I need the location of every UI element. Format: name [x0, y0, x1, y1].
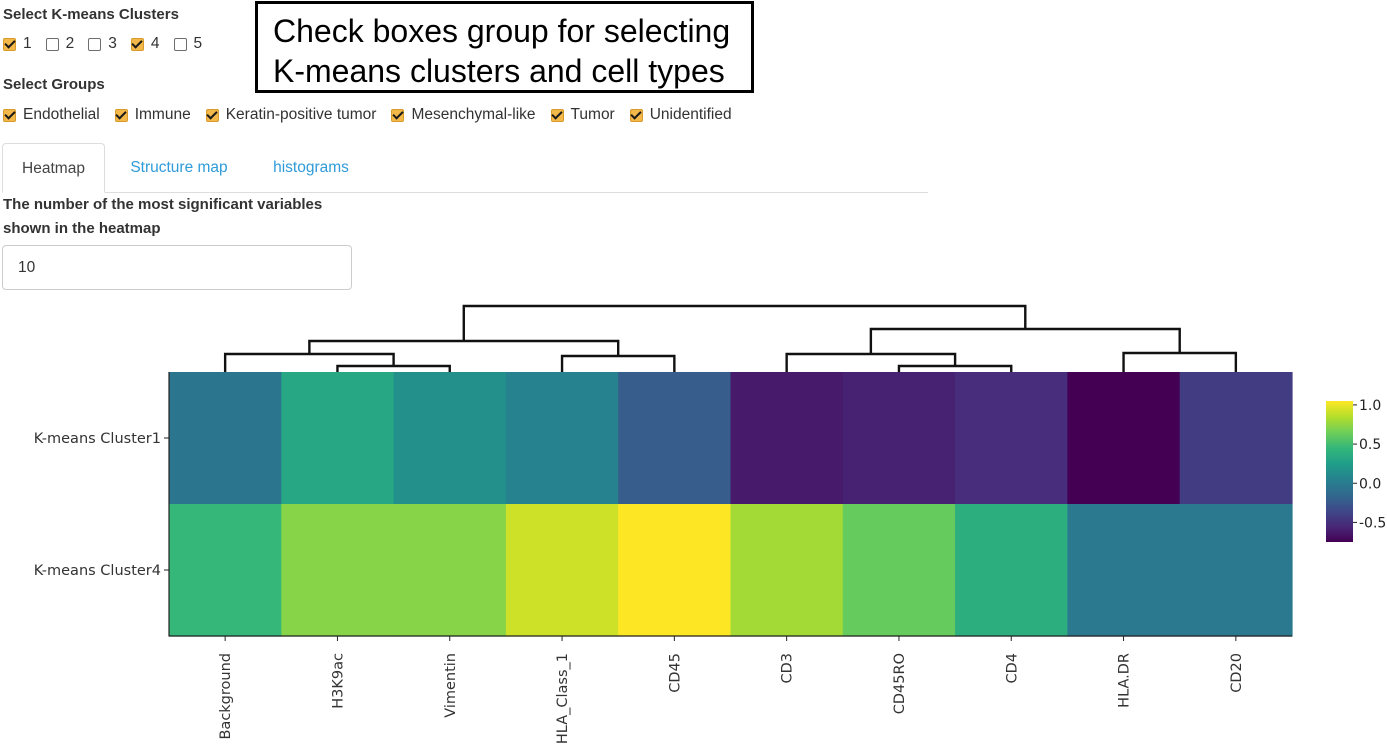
- x-tick-label: HLA.DR: [1117, 653, 1133, 708]
- heatmap-cell-0-3: [505, 372, 619, 505]
- variables-count-input[interactable]: [2, 245, 352, 290]
- group-option-label: Tumor: [570, 106, 615, 123]
- kmeans-option-label: 4: [150, 35, 160, 52]
- heatmap-cell-1-5: [730, 504, 844, 637]
- colorbar-tick-label: 0.0: [1359, 476, 1381, 492]
- heatmap-cell-0-2: [393, 372, 507, 505]
- y-tick-label: K-means Cluster1: [34, 431, 161, 447]
- colorbar: [1326, 401, 1353, 542]
- checkbox-unchecked-icon[interactable]: [45, 37, 59, 51]
- group-option-immune[interactable]: Immune: [114, 106, 191, 124]
- heatmap-cell-0-6: [842, 372, 956, 505]
- tab-histograms[interactable]: histograms: [273, 159, 349, 176]
- colorbar-tick-label: 0.5: [1359, 437, 1381, 453]
- kmeans-option-label: 2: [65, 35, 75, 52]
- dendrogram-branch: [223, 352, 395, 372]
- dendrogram-branch: [897, 364, 1013, 372]
- colorbar-tick-label: 1.0: [1359, 398, 1381, 414]
- heatmap-cell-0-5: [730, 372, 844, 505]
- x-tick-label: CD45: [667, 653, 683, 693]
- x-tick-label: CD20: [1229, 653, 1245, 693]
- group-option-unidentified[interactable]: Unidentified: [629, 106, 732, 124]
- checkbox-checked-icon[interactable]: [629, 108, 643, 122]
- checkbox-unchecked-icon[interactable]: [173, 37, 187, 51]
- checkbox-checked-icon[interactable]: [550, 108, 564, 122]
- x-tick-label: CD4: [1004, 653, 1020, 684]
- checkbox-checked-icon[interactable]: [3, 37, 16, 51]
- group-option-label: Immune: [134, 106, 191, 123]
- x-tick-label: CD45RO: [892, 653, 908, 714]
- group-option-endothelial[interactable]: Endothelial: [3, 106, 100, 124]
- kmeans-option-4[interactable]: 4: [130, 35, 160, 53]
- group-option-label: Keratin-positive tumor: [225, 106, 377, 123]
- annotation-callout: Check boxes group for selecting K-means …: [255, 1, 754, 93]
- group-option-mesenchymal-like[interactable]: Mesenchymal-like: [391, 106, 536, 124]
- variables-count-label: The number of the most significant varia…: [3, 196, 323, 237]
- kmeans-option-1[interactable]: 1: [3, 35, 32, 53]
- dendrogram-branch: [1122, 351, 1238, 372]
- group-option-keratin-positive-tumor[interactable]: Keratin-positive tumor: [205, 106, 377, 124]
- group-option-label: Endothelial: [23, 106, 100, 123]
- kmeans-option-2[interactable]: 2: [45, 35, 75, 53]
- heatmap-cell-0-8: [1067, 372, 1181, 505]
- heatmap-cell-0-9: [1179, 372, 1293, 505]
- tab-structure-map[interactable]: Structure map: [130, 159, 228, 176]
- group-option-label: Mesenchymal-like: [411, 106, 536, 123]
- y-tick-label: K-means Cluster4: [34, 563, 161, 579]
- kmeans-clusters-label: Select K-means Clusters: [3, 6, 179, 23]
- heatmap-cell-1-1: [281, 504, 395, 637]
- kmeans-option-3[interactable]: 3: [88, 35, 117, 53]
- dendrogram-branch: [560, 354, 676, 372]
- colorbar-tick-label: -0.5: [1359, 515, 1386, 531]
- x-tick-label: HLA_Class_1: [555, 653, 571, 744]
- dendrogram-branch: [785, 352, 957, 372]
- x-tick-label: Vimentin: [443, 653, 459, 718]
- x-tick-label: CD3: [780, 653, 796, 684]
- heatmap-cell-1-8: [1067, 504, 1181, 637]
- dendrogram-branch: [336, 364, 451, 372]
- heatmap-cell-1-3: [505, 504, 619, 637]
- heatmap-cell-1-7: [955, 504, 1068, 637]
- kmeans-option-label: 3: [108, 35, 117, 52]
- group-option-tumor[interactable]: Tumor: [550, 106, 615, 124]
- groups-checkbox-group: Endothelial Immune Keratin-positive tumo…: [3, 106, 732, 124]
- heatmap-cell-0-1: [281, 372, 395, 505]
- checkbox-checked-icon[interactable]: [3, 108, 16, 122]
- heatmap-cell-0-7: [955, 372, 1068, 505]
- checkbox-unchecked-icon[interactable]: [88, 37, 102, 51]
- heatmap-cell-1-6: [842, 504, 956, 637]
- heatmap-cell-1-4: [618, 504, 732, 637]
- kmeans-checkbox-group: 1 2 3 4 5: [3, 35, 202, 53]
- heatmap-cell-0-4: [618, 372, 732, 505]
- heatmap-cell-1-9: [1179, 504, 1293, 637]
- kmeans-option-label: 5: [193, 35, 203, 52]
- checkbox-checked-icon[interactable]: [114, 108, 128, 122]
- checkbox-checked-icon[interactable]: [130, 37, 144, 51]
- groups-label: Select Groups: [3, 76, 105, 93]
- x-tick-label: Background: [218, 653, 234, 740]
- tab-heatmap[interactable]: Heatmap: [2, 143, 105, 193]
- checkbox-checked-icon[interactable]: [391, 108, 405, 122]
- kmeans-option-5[interactable]: 5: [173, 35, 203, 53]
- checkbox-checked-icon[interactable]: [205, 108, 219, 122]
- tab-bar: Heatmap Structure map histograms: [2, 143, 928, 193]
- group-option-label: Unidentified: [649, 106, 732, 123]
- kmeans-option-label: 1: [23, 35, 32, 52]
- dendrogram-branch: [462, 304, 1027, 341]
- heatmap-cell-1-0: [169, 504, 282, 637]
- heatmap-cell-1-2: [393, 504, 507, 637]
- x-tick-label: H3K9ac: [330, 653, 346, 709]
- dendrogram-branch: [869, 327, 1181, 354]
- heatmap-cell-0-0: [169, 372, 282, 505]
